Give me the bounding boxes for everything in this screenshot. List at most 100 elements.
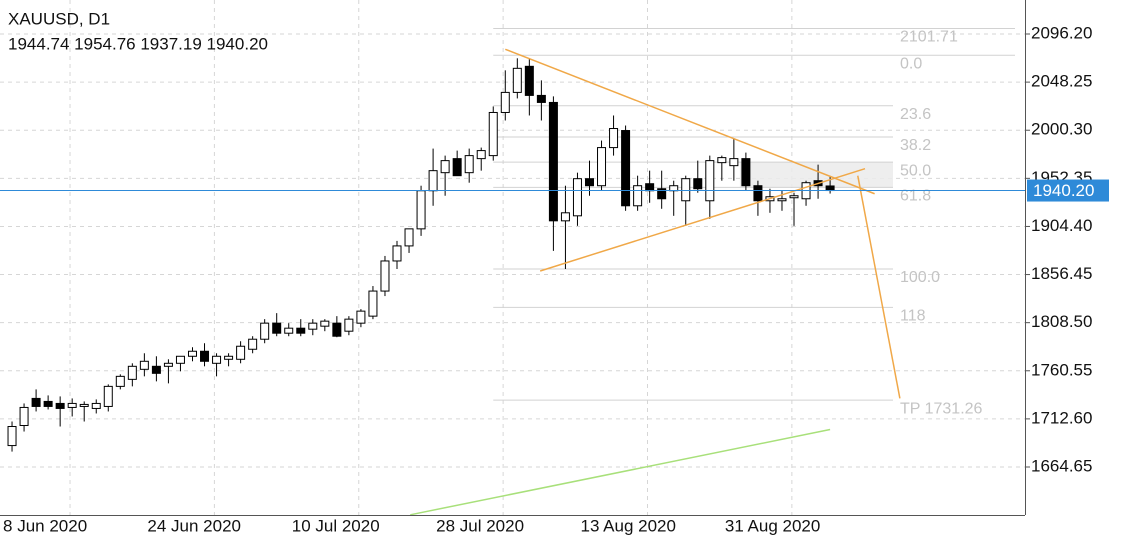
candle-body [380, 260, 390, 292]
candle-body [584, 178, 594, 187]
candle-body [103, 385, 113, 407]
candle-body [717, 157, 727, 164]
candle-body [753, 185, 763, 202]
fib-label: 100.0 [900, 269, 940, 286]
y-tick-label: 2096.20 [1031, 23, 1092, 42]
x-tick-label: 24 Jun 2020 [147, 516, 241, 535]
candle-body [609, 128, 619, 149]
candle-body [416, 190, 426, 230]
candle-body [200, 350, 210, 362]
candle-body [67, 402, 77, 408]
fib-label: TP 1731.26 [900, 400, 983, 417]
candle-body [224, 355, 234, 360]
candle-body [705, 160, 715, 202]
fib-label: 118 [900, 308, 926, 325]
ohlc-values: 1944.74 1954.76 1937.19 1940.20 [8, 34, 268, 53]
y-tick-label: 1808.50 [1031, 312, 1092, 331]
candle-body [693, 178, 703, 190]
candle-body [476, 150, 486, 160]
fib-label: 0.0 [900, 56, 922, 73]
candle-body [55, 402, 65, 409]
candle-body [284, 327, 294, 334]
candle-body [115, 375, 125, 387]
fib-label: 38.2 [900, 137, 931, 154]
fib-label: 50.0 [900, 162, 931, 179]
candle-body [187, 350, 197, 357]
candle-body [236, 345, 246, 360]
candle-body [572, 178, 582, 217]
candle-body [368, 290, 378, 317]
candle-body [825, 185, 835, 192]
candle-body [488, 111, 498, 157]
candle-body [548, 101, 558, 222]
x-tick-label: 31 Aug 2020 [725, 516, 820, 535]
y-tick-label: 1856.45 [1031, 264, 1092, 283]
candle-body [79, 403, 89, 407]
candle-body [175, 355, 185, 364]
candle-body [7, 426, 17, 447]
candle-body [657, 188, 667, 200]
y-tick-label: 2000.30 [1031, 120, 1092, 139]
candle-body [741, 158, 751, 187]
candle-body [212, 355, 222, 364]
x-tick-label: 8 Jun 2020 [3, 516, 87, 535]
candle-body [31, 397, 41, 407]
candle-body [127, 365, 137, 380]
candle-body [163, 362, 173, 367]
candle-body [260, 322, 270, 340]
y-tick-label: 2048.25 [1031, 72, 1092, 91]
trendline [410, 428, 831, 516]
candle-body [272, 322, 282, 334]
candle-body [633, 185, 643, 207]
candle-body [404, 228, 414, 247]
candle-body [356, 310, 366, 324]
candle-body [332, 322, 342, 337]
candle-body [151, 365, 161, 374]
symbol: XAUUSD, D1 [8, 9, 110, 28]
candle-body [536, 94, 546, 103]
x-tick-label: 13 Aug 2020 [580, 516, 675, 535]
fib-label: 61.8 [900, 188, 931, 205]
candle-body [777, 198, 787, 202]
candle-body [139, 360, 149, 370]
plot-area: 2101.71 0.0 23.6 38.2 50.0 61.8 100.0 118 TP 173… [0, 0, 1025, 516]
candle-body [296, 327, 306, 334]
candle-body [452, 158, 462, 177]
candle-body [43, 400, 53, 407]
trendline [857, 175, 901, 399]
candle-body [464, 155, 474, 174]
candle-body [91, 402, 101, 409]
candle-body [789, 195, 799, 199]
x-tick-label: 28 Jul 2020 [436, 516, 524, 535]
candle-body [500, 91, 510, 113]
fib-label: 2101.71 [900, 29, 958, 46]
candle-body [392, 245, 402, 262]
candle-body [308, 322, 318, 330]
candle-body [440, 160, 450, 174]
candle-body [645, 183, 655, 192]
candle-body [729, 158, 739, 167]
candle-body [597, 147, 607, 187]
trendline [505, 48, 875, 195]
candle-body [669, 185, 679, 192]
candle-body [621, 130, 631, 207]
candle-body [320, 320, 330, 327]
candle-body [19, 406, 29, 427]
candle-body [560, 212, 570, 222]
candle-body [248, 338, 258, 350]
candle-body [512, 67, 522, 93]
y-tick-label: 1664.65 [1031, 456, 1092, 475]
fib-label: 23.6 [900, 106, 931, 123]
y-tick-label: 1712.60 [1031, 408, 1092, 427]
trendline [539, 167, 866, 272]
candle-body [681, 178, 691, 202]
price-label: 1940.20 [1033, 181, 1094, 200]
candle-body [344, 318, 354, 332]
x-tick-label: 10 Jul 2020 [292, 516, 380, 535]
y-tick-label: 1760.55 [1031, 360, 1092, 379]
candle-body [524, 65, 534, 96]
price-label-box [1027, 179, 1109, 202]
candle-body [428, 170, 438, 192]
